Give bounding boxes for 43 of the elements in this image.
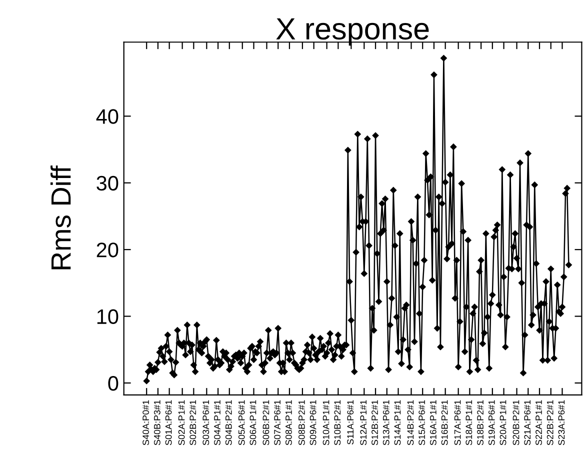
x-tick-label: S12B:P2#1 [372,400,378,446]
x-tick-label: S17A:P6#1 [454,400,461,446]
x-tick-label: S05A:P6#1 [238,400,245,446]
x-tick-label: S12A:P1#1 [360,400,367,446]
y-tick-label: 20 [96,242,118,258]
x-tick-label: S22B:P2#1 [546,400,554,446]
x-tick-label: S18B:P2#1 [477,400,484,446]
x-tick-label: S11A:P6#1 [347,400,354,444]
x-tick-label: S04A:P1#1 [214,400,220,446]
chart-title: X response [276,18,429,46]
x-tick-label: S21A:P6#1 [524,400,531,446]
y-tick-label: 0 [108,376,118,391]
x-tick-label: S02A:P1#1 [178,400,185,446]
x-tick-label: S07A:P6#1 [274,400,281,446]
x-tick-label: S20B:P2#1 [512,400,520,446]
x-tick-label: S06B:P2#1 [262,400,270,446]
x-tick-label: S40B:P3#1 [154,400,160,446]
x-tick-label: S40A:P0#1 [142,400,150,446]
x-tick-label: S16B:P2#1 [441,400,448,446]
x-tick-label: S16A:P1#1 [430,400,436,446]
x-tick-label: S10B:P2#1 [334,400,341,446]
x-tick-label: S14A:P1#1 [394,400,401,446]
x-tick-label: S18A:P1#1 [466,400,472,446]
x-tick-label: S06A:P1#1 [250,400,256,446]
x-tick-label: S19A:P6#1 [488,400,495,446]
x-tick-label: S14B:P2#1 [407,400,414,446]
x-tick-label: S08A:P1#1 [285,400,292,446]
y-tick-label: 30 [96,176,118,191]
x-tick-label: S08B:P2#1 [298,400,305,446]
x-tick-label: S23A:P6#1 [558,400,565,446]
x-tick-label: S10A:P1#1 [322,400,330,446]
x-tick-label: S02B:P2#1 [190,400,196,446]
y-tick-label: 40 [96,109,118,124]
x-tick-label: S09A:P6#1 [310,400,316,446]
y-axis-title: Rms Diff [50,166,71,270]
x-tick-label: S03A:P6#1 [202,400,210,446]
x-tick-label: S04B:P2#1 [225,400,232,446]
x-tick-label: S01A:P6#1 [165,400,172,446]
x-tick-label: S13A:P6#1 [382,400,390,446]
y-tick-label: 10 [97,309,118,324]
x-tick-label: S20A:P1#1 [500,400,506,446]
x-tick-label: S22A:P1#1 [536,400,542,446]
x-tick-label: S15A:P6#1 [418,400,426,446]
